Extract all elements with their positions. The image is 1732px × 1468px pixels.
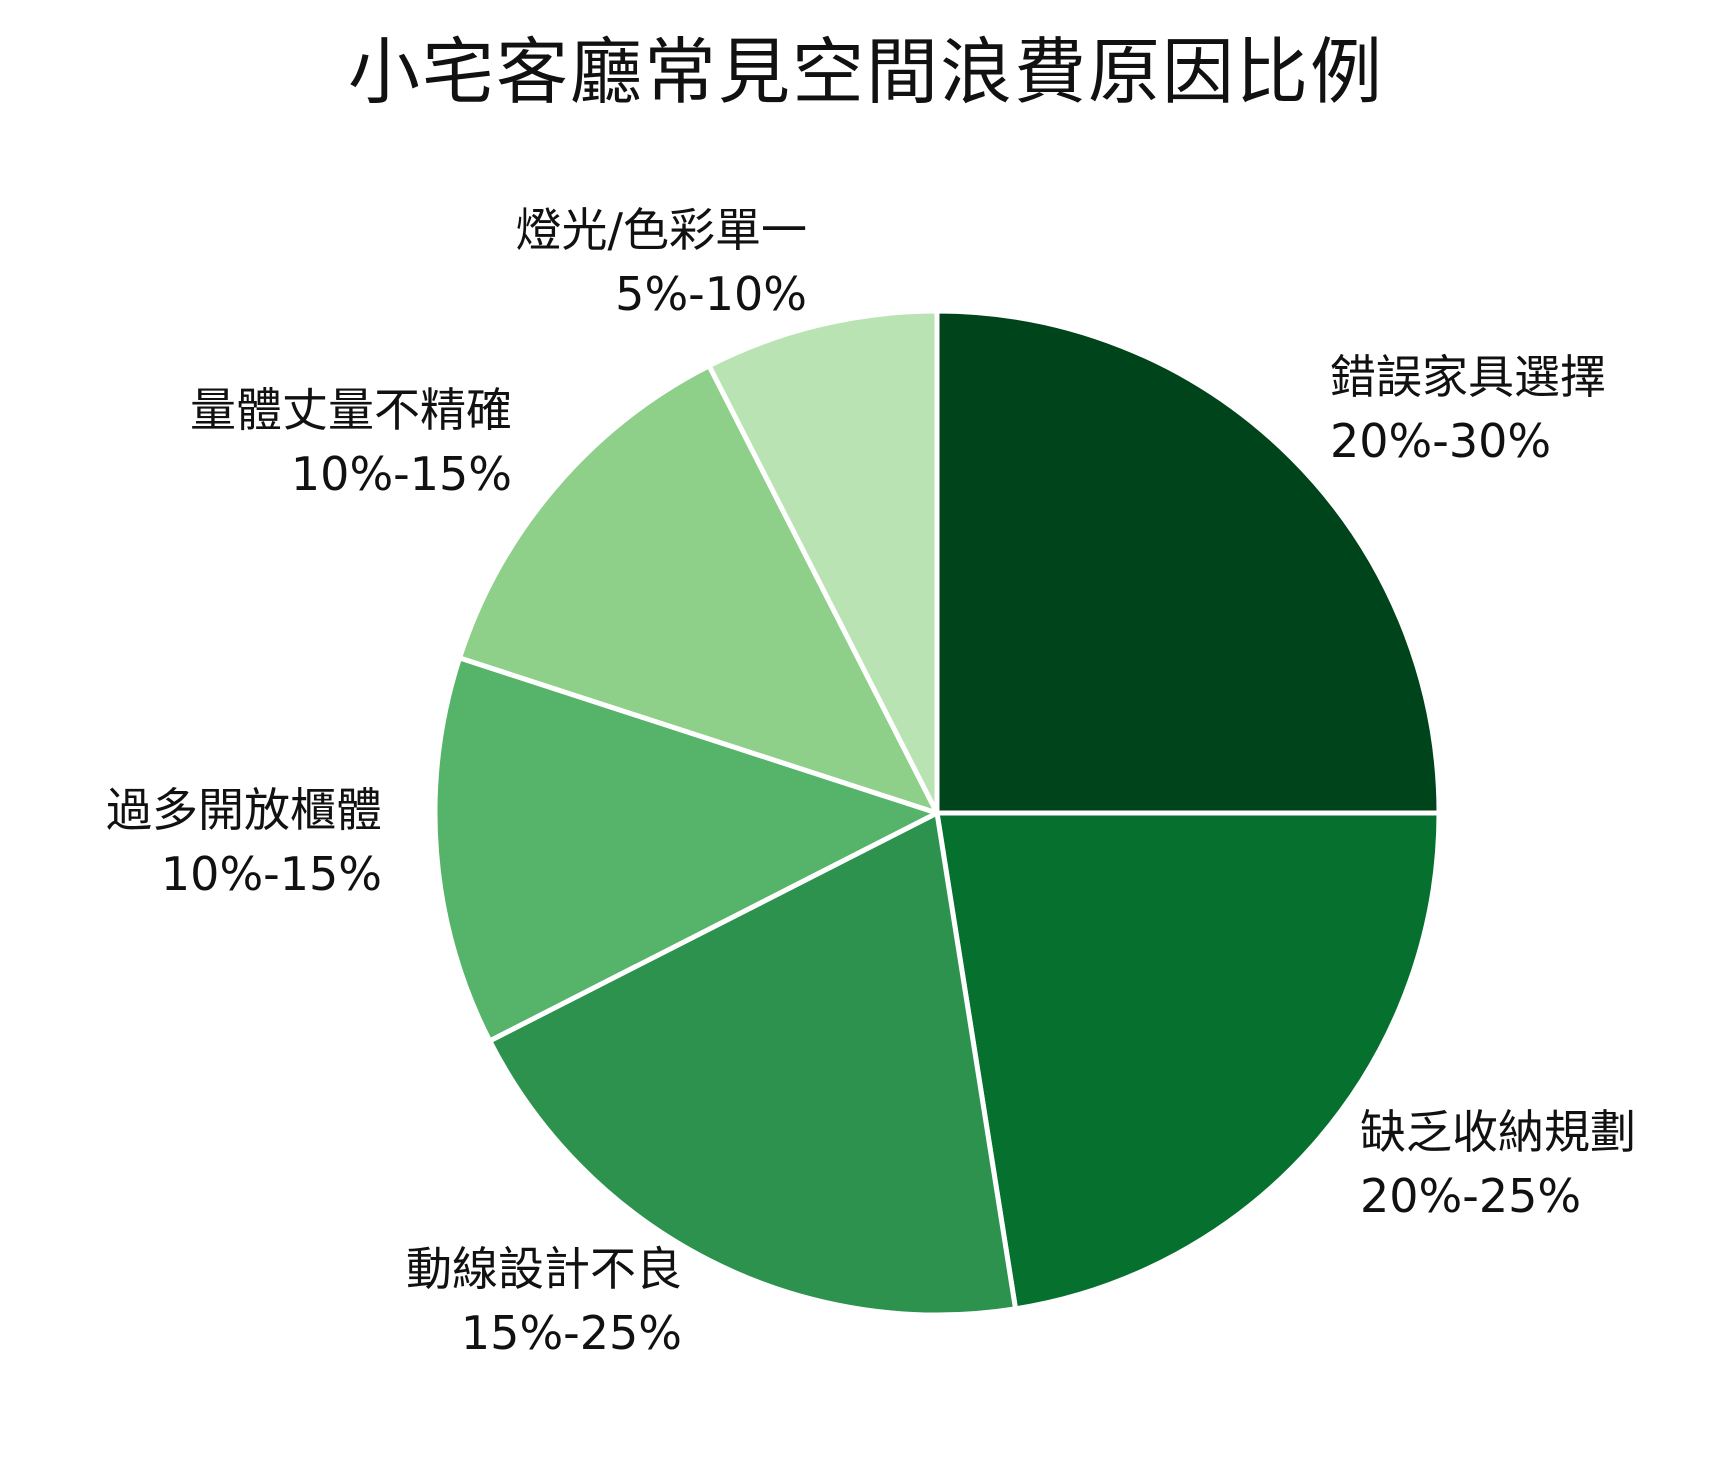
slice-label-storage-planning: 缺乏收納規劃 20%-25% [1360,1100,1636,1228]
slice-label-text: 過多開放櫃體 [106,783,382,837]
slice-label-text: 缺乏收納規劃 [1360,1105,1636,1159]
slice-range-text: 5%-10% [615,267,807,321]
slice-label-wrong-furniture: 錯誤家具選擇 20%-30% [1330,345,1606,473]
slice-range-text: 20%-30% [1330,414,1552,468]
slice-label-circulation: 動線設計不良 15%-25% [406,1237,682,1365]
slice-range-text: 20%-25% [1360,1169,1582,1223]
pie-slice-0 [934,308,1442,816]
chart-title: 小宅客廳常見空間浪費原因比例 [347,30,1384,114]
pie-slice-2 [487,810,1019,1318]
slice-label-lighting-color: 燈光/色彩單一 5%-10% [516,198,808,326]
slice-label-text: 燈光/色彩單一 [515,203,808,257]
slice-label-text: 動線設計不良 [406,1242,682,1296]
slice-range-text: 15%-25% [460,1306,682,1360]
slice-label-measurement: 量體丈量不精確 10%-15% [190,378,512,506]
pie-slice-1 [934,810,1442,1312]
pie-slice-3 [432,655,940,1044]
slice-label-text: 錯誤家具選擇 [1330,350,1606,404]
slice-range-text: 10%-15% [160,847,382,901]
pie-slice-5 [706,308,940,816]
slice-label-text: 量體丈量不精確 [190,383,512,437]
slice-range-text: 10%-15% [290,447,512,501]
pie-slice-4 [457,363,940,816]
slice-label-open-cabinets: 過多開放櫃體 10%-15% [106,778,382,906]
